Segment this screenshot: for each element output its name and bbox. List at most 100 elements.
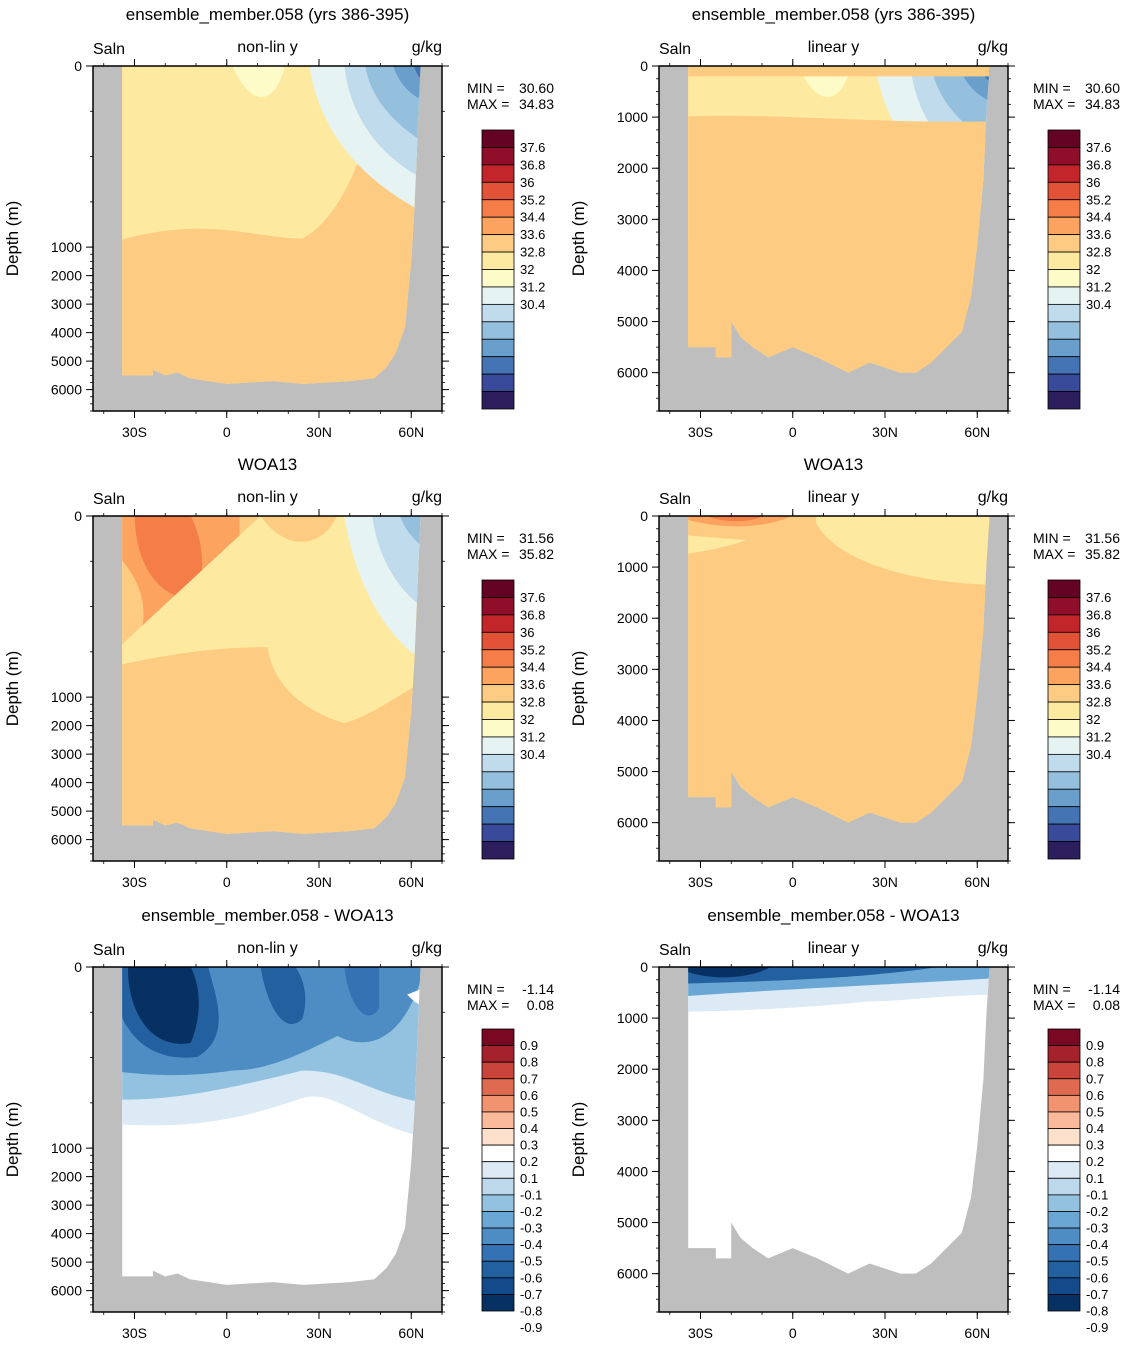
colorbar-swatch (481, 147, 515, 166)
contour-band (688, 115, 990, 373)
y-tick-label: 0 (640, 58, 648, 74)
scaling-label: non-lin y (237, 39, 297, 56)
colorbar: 37.6 36.8 36 35.2 34.4 33.6 32.8 32 31.2 30.4 (1047, 129, 1111, 410)
y-tick-label: 2000 (617, 160, 648, 176)
x-axis: 30S 0 30N 60N (669, 960, 1009, 1341)
colorbar-label: 30.4 (520, 297, 545, 312)
colorbar-swatch (481, 719, 515, 738)
y-axis: 0 1000 2000 3000 4000 5000 6000 (51, 959, 449, 1313)
max-value: 35.82 (1085, 546, 1120, 562)
x-tick-label: 30N (872, 424, 898, 440)
colorbar-label: 30.4 (520, 747, 545, 762)
colorbar-swatch (1047, 631, 1081, 651)
colorbar-label: 32.8 (520, 695, 545, 710)
colorbar-label: -0.7 (520, 1287, 542, 1302)
min-label: MIN = (467, 981, 505, 997)
colorbar-swatch (481, 303, 515, 323)
x-axis: 30S 0 30N 60N (103, 509, 443, 890)
colorbar-label: -0.5 (1086, 1254, 1108, 1269)
colorbar-swatch (481, 597, 515, 616)
x-tick-label: 30N (872, 874, 898, 890)
colorbar-label: -0.2 (1086, 1204, 1108, 1219)
y-tick-label: 3000 (51, 1197, 82, 1213)
colorbar-swatch (481, 1161, 515, 1179)
x-tick-label: 0 (223, 1325, 231, 1341)
colorbar: 0.90.80.70.60.50.40.30.20.1-0.1-0.2-0.3-… (481, 1028, 542, 1335)
colorbar-label: -0.6 (1086, 1270, 1108, 1285)
y-tick-label: 6000 (617, 365, 648, 381)
colorbar-swatch (1047, 181, 1081, 201)
colorbar-swatch (481, 1294, 515, 1312)
contour-band (122, 66, 380, 249)
colorbar-swatch (481, 1194, 515, 1212)
colorbar-swatch (481, 771, 515, 790)
units-label: g/kg (978, 489, 1008, 506)
colorbar-swatch (481, 579, 515, 598)
y-tick-label: 0 (74, 58, 82, 74)
colorbar-label: 35.2 (1086, 192, 1111, 207)
colorbar: 37.6 36.8 36 35.2 34.4 33.6 32.8 32 31.2 30.4 (481, 579, 545, 860)
panel-3: 0 1000 2000 3000 4000 5000 6000 30S 0 30N 60N WOA13… (3, 455, 554, 890)
colorbar-swatch (1047, 841, 1081, 860)
contour-band (365, 66, 421, 153)
colorbar-swatch (1047, 1277, 1081, 1295)
colorbar-label: 33.6 (520, 227, 545, 242)
colorbar-swatch (1047, 1045, 1081, 1063)
contour-band (134, 516, 203, 600)
colorbar-label: 0.2 (520, 1154, 538, 1169)
colorbar-swatch (1047, 338, 1081, 358)
max-value: 34.83 (1085, 96, 1120, 112)
x-tick-label: 60N (964, 1325, 990, 1341)
colorbar-label: 0.4 (520, 1121, 538, 1136)
colorbar-label: -0.8 (520, 1304, 542, 1319)
max-label: MAX = (467, 546, 509, 562)
colorbar-label: -0.5 (520, 1254, 542, 1269)
colorbar-swatch (481, 1260, 515, 1279)
colorbar-swatch (1047, 286, 1081, 305)
colorbar-label: 32 (1086, 262, 1100, 277)
colorbar-swatch (481, 736, 515, 755)
y-axis: 0 1000 2000 3000 4000 5000 6000 (51, 58, 449, 412)
colorbar-swatch (481, 1244, 515, 1262)
colorbar-swatch (1047, 823, 1081, 842)
colorbar-label: 0.6 (1086, 1088, 1104, 1103)
x-tick-label: 60N (398, 424, 424, 440)
colorbar-swatch (481, 1144, 515, 1163)
colorbar-label: 36.8 (1086, 157, 1111, 172)
colorbar-swatch (481, 129, 515, 148)
colorbar-swatch (481, 321, 515, 340)
colorbar-swatch (1047, 1294, 1081, 1312)
colorbar-swatch (1047, 771, 1081, 790)
y-tick-label: 4000 (617, 712, 648, 728)
min-label: MIN = (467, 80, 505, 96)
colorbar-label: 30.4 (1086, 747, 1111, 762)
colorbar: 37.6 36.8 36 35.2 34.4 33.6 32.8 32 31.2 30.4 (481, 129, 545, 410)
max-label: MAX = (1033, 546, 1075, 562)
colorbar-swatch (481, 269, 515, 288)
x-tick-label: 30N (306, 874, 332, 890)
x-tick-label: 0 (789, 1325, 797, 1341)
y-axis: 0 1000 2000 3000 4000 5000 6000 (617, 58, 1015, 412)
y-tick-label: 5000 (617, 764, 648, 780)
y-tick-label: 5000 (51, 803, 82, 819)
colorbar-label: 0.4 (1086, 1121, 1104, 1136)
colorbar-label: 30.4 (1086, 297, 1111, 312)
colorbar-label: 31.2 (520, 729, 545, 744)
colorbar-swatch (481, 1045, 515, 1063)
colorbar-swatch (481, 788, 515, 808)
panel-title: ensemble_member.058 - WOA13 (141, 906, 393, 925)
x-tick-label: 60N (964, 874, 990, 890)
y-tick-label: 2000 (51, 1169, 82, 1185)
colorbar-label: 32 (1086, 712, 1100, 727)
y-axis-label: Depth (m) (569, 1102, 588, 1178)
scaling-label: linear y (808, 940, 860, 957)
y-tick-label: 0 (640, 959, 648, 975)
colorbar-label: 36 (520, 625, 534, 640)
contour-field (688, 66, 990, 373)
colorbar-swatch (481, 181, 515, 201)
panel-4: 0 1000 2000 3000 4000 5000 6000 30S 0 30N 60N WOA13… (569, 455, 1120, 890)
colorbar-label: 0.2 (1086, 1154, 1104, 1169)
contour-band (816, 516, 990, 585)
colorbar-label: 36 (1086, 625, 1100, 640)
